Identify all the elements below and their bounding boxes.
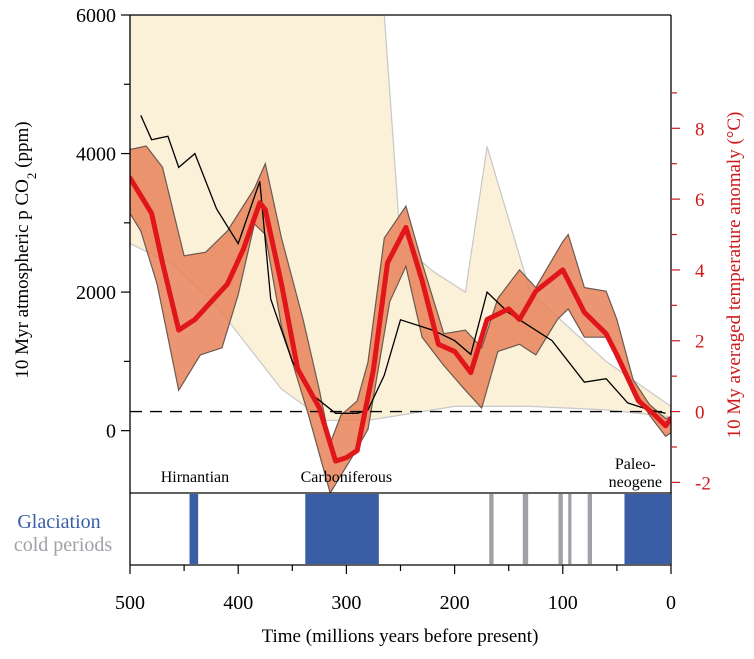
period-label: Carboniferous (301, 469, 393, 486)
right-tick-label: 2 (695, 332, 705, 353)
x-tick-label: 400 (223, 592, 253, 614)
left-axis-label: 10 Myr atmospheric p CO2 (ppm) (12, 121, 39, 378)
data-series (130, 115, 671, 464)
co2-line (140, 115, 666, 414)
period-labels: Hirnantian Carboniferous Paleo-neogene (161, 456, 662, 491)
period-label: Hirnantian (161, 469, 229, 486)
uncertainty-bands (130, 15, 671, 493)
left-axis-label-subscript: 2 (24, 173, 39, 180)
axes: 0 2000 4000 6000 -2 0 2 4 6 8 500 400 300 200 100 0 (76, 5, 711, 614)
left-tick-label: 2000 (76, 282, 116, 304)
legend-cold-periods: cold periods (14, 534, 113, 556)
left-tick-label: 4000 (76, 144, 116, 166)
cold-period-bar (489, 494, 494, 564)
period-label: neogene (609, 474, 662, 491)
cold-period-bar (522, 494, 529, 564)
temperature-line (130, 175, 671, 464)
right-tick-label: 6 (695, 190, 705, 211)
x-tick-label: 200 (440, 592, 470, 614)
x-tick-label: 100 (548, 592, 578, 614)
glaciation-bar (305, 494, 379, 564)
x-tick-label: 500 (115, 592, 145, 614)
cold-period-bar (587, 494, 593, 564)
x-tick-label: 300 (331, 592, 361, 614)
period-label: Paleo- (615, 456, 656, 473)
right-tick-label: 8 (695, 119, 705, 140)
left-tick-label: 6000 (76, 5, 116, 27)
legend-glaciation: Glaciation (17, 511, 100, 533)
x-tick-label: 0 (666, 592, 676, 614)
glaciation-bar (624, 494, 671, 564)
left-axis-label-unit: (ppm) (12, 121, 33, 172)
right-tick-label: 0 (695, 403, 705, 424)
glaciation-bar (189, 494, 199, 564)
right-axis-label: 10 My averaged temperature anomaly (°C) (724, 112, 745, 439)
left-axis-label-main: 10 Myr atmospheric p CO (12, 179, 33, 378)
right-tick-label: 4 (695, 261, 705, 282)
cold-period-bar (568, 494, 572, 564)
x-axis-label: Time (millions years before present) (262, 626, 539, 647)
left-tick-label: 0 (106, 421, 116, 443)
right-tick-label: -2 (695, 473, 711, 494)
cold-period-bar (558, 494, 563, 564)
